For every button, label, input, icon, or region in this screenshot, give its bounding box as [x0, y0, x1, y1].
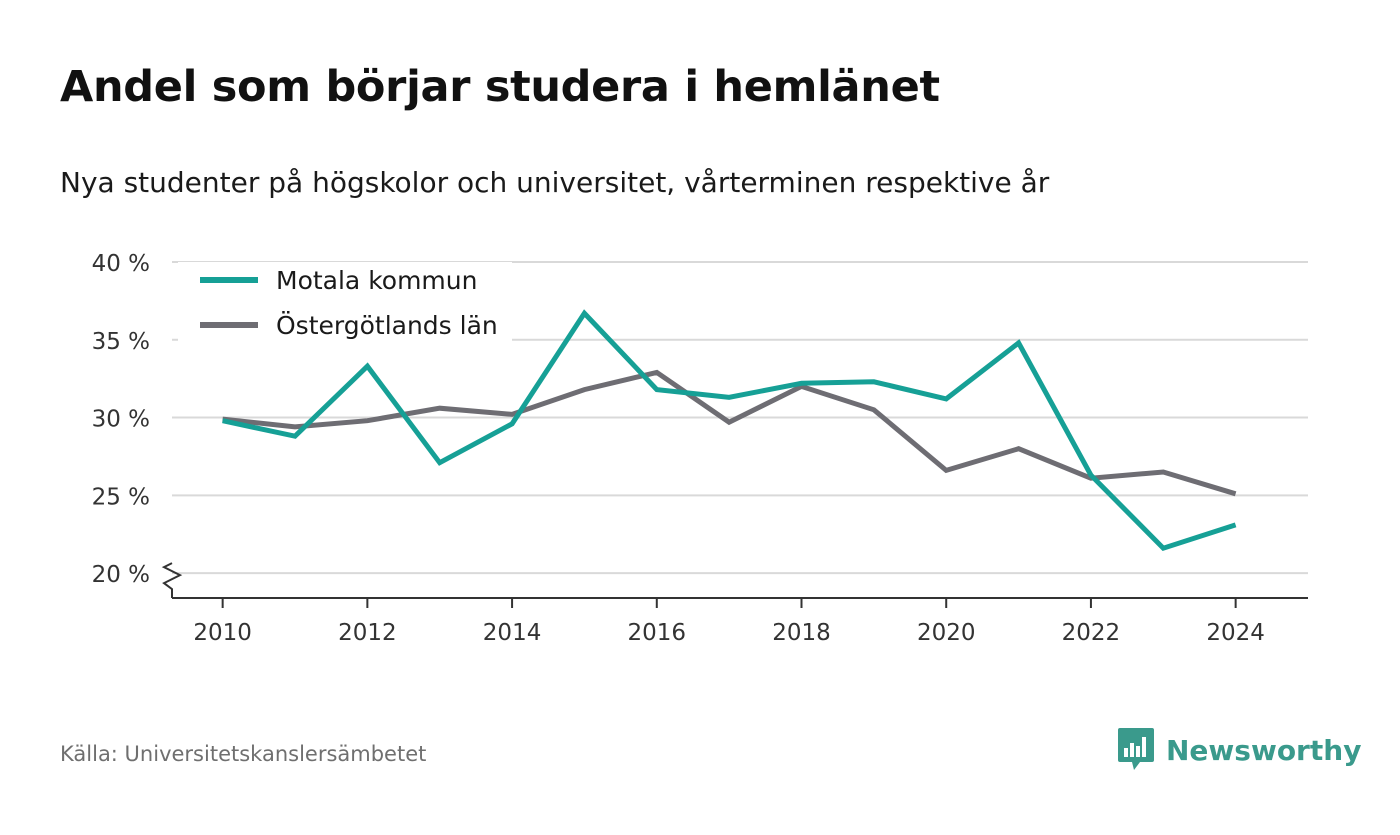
y-tick-label-30: 30 % — [92, 407, 150, 433]
bar-chart-speech-bubble-icon — [1118, 728, 1154, 770]
y-axis-tick-labels: 20 % 25 % 30 % 35 % 40 % — [92, 251, 150, 588]
series-lines — [222, 309, 1237, 552]
series-line-1 — [222, 309, 1237, 552]
x-tick-label-2016: 2016 — [628, 620, 687, 646]
legend: Motala kommun Östergötlands län — [178, 262, 512, 348]
source-note: Källa: Universitetskanslersämbetet — [60, 742, 427, 766]
legend-label-2: Östergötlands län — [276, 311, 498, 340]
brand-logo: Newsworthy — [1118, 727, 1361, 773]
y-tick-label-25: 25 % — [92, 484, 150, 510]
x-tick-label-2010: 2010 — [193, 620, 252, 646]
y-tick-label-20: 20 % — [92, 562, 150, 588]
x-tick-label-2014: 2014 — [483, 620, 542, 646]
y-tick-label-35: 35 % — [92, 329, 150, 355]
axes — [161, 562, 1308, 599]
legend-background — [178, 262, 512, 348]
brand-name: Newsworthy — [1166, 733, 1362, 767]
x-tick-label-2012: 2012 — [338, 620, 397, 646]
x-tick-label-2022: 2022 — [1062, 620, 1121, 646]
chart-title: Andel som börjar studera i hemlänet — [60, 62, 940, 112]
legend-label-1: Motala kommun — [276, 266, 477, 295]
x-axis-ticks: 2010 2012 2014 2016 2018 2020 2022 2024 — [193, 598, 1265, 646]
chart-subtitle: Nya studenter på högskolor och universit… — [60, 166, 1050, 199]
y-axis-break — [161, 562, 183, 598]
series-line-2 — [222, 369, 1237, 497]
x-tick-label-2018: 2018 — [772, 620, 831, 646]
x-tick-label-2024: 2024 — [1206, 620, 1265, 646]
y-tick-label-40: 40 % — [92, 251, 150, 277]
x-tick-label-2020: 2020 — [917, 620, 976, 646]
